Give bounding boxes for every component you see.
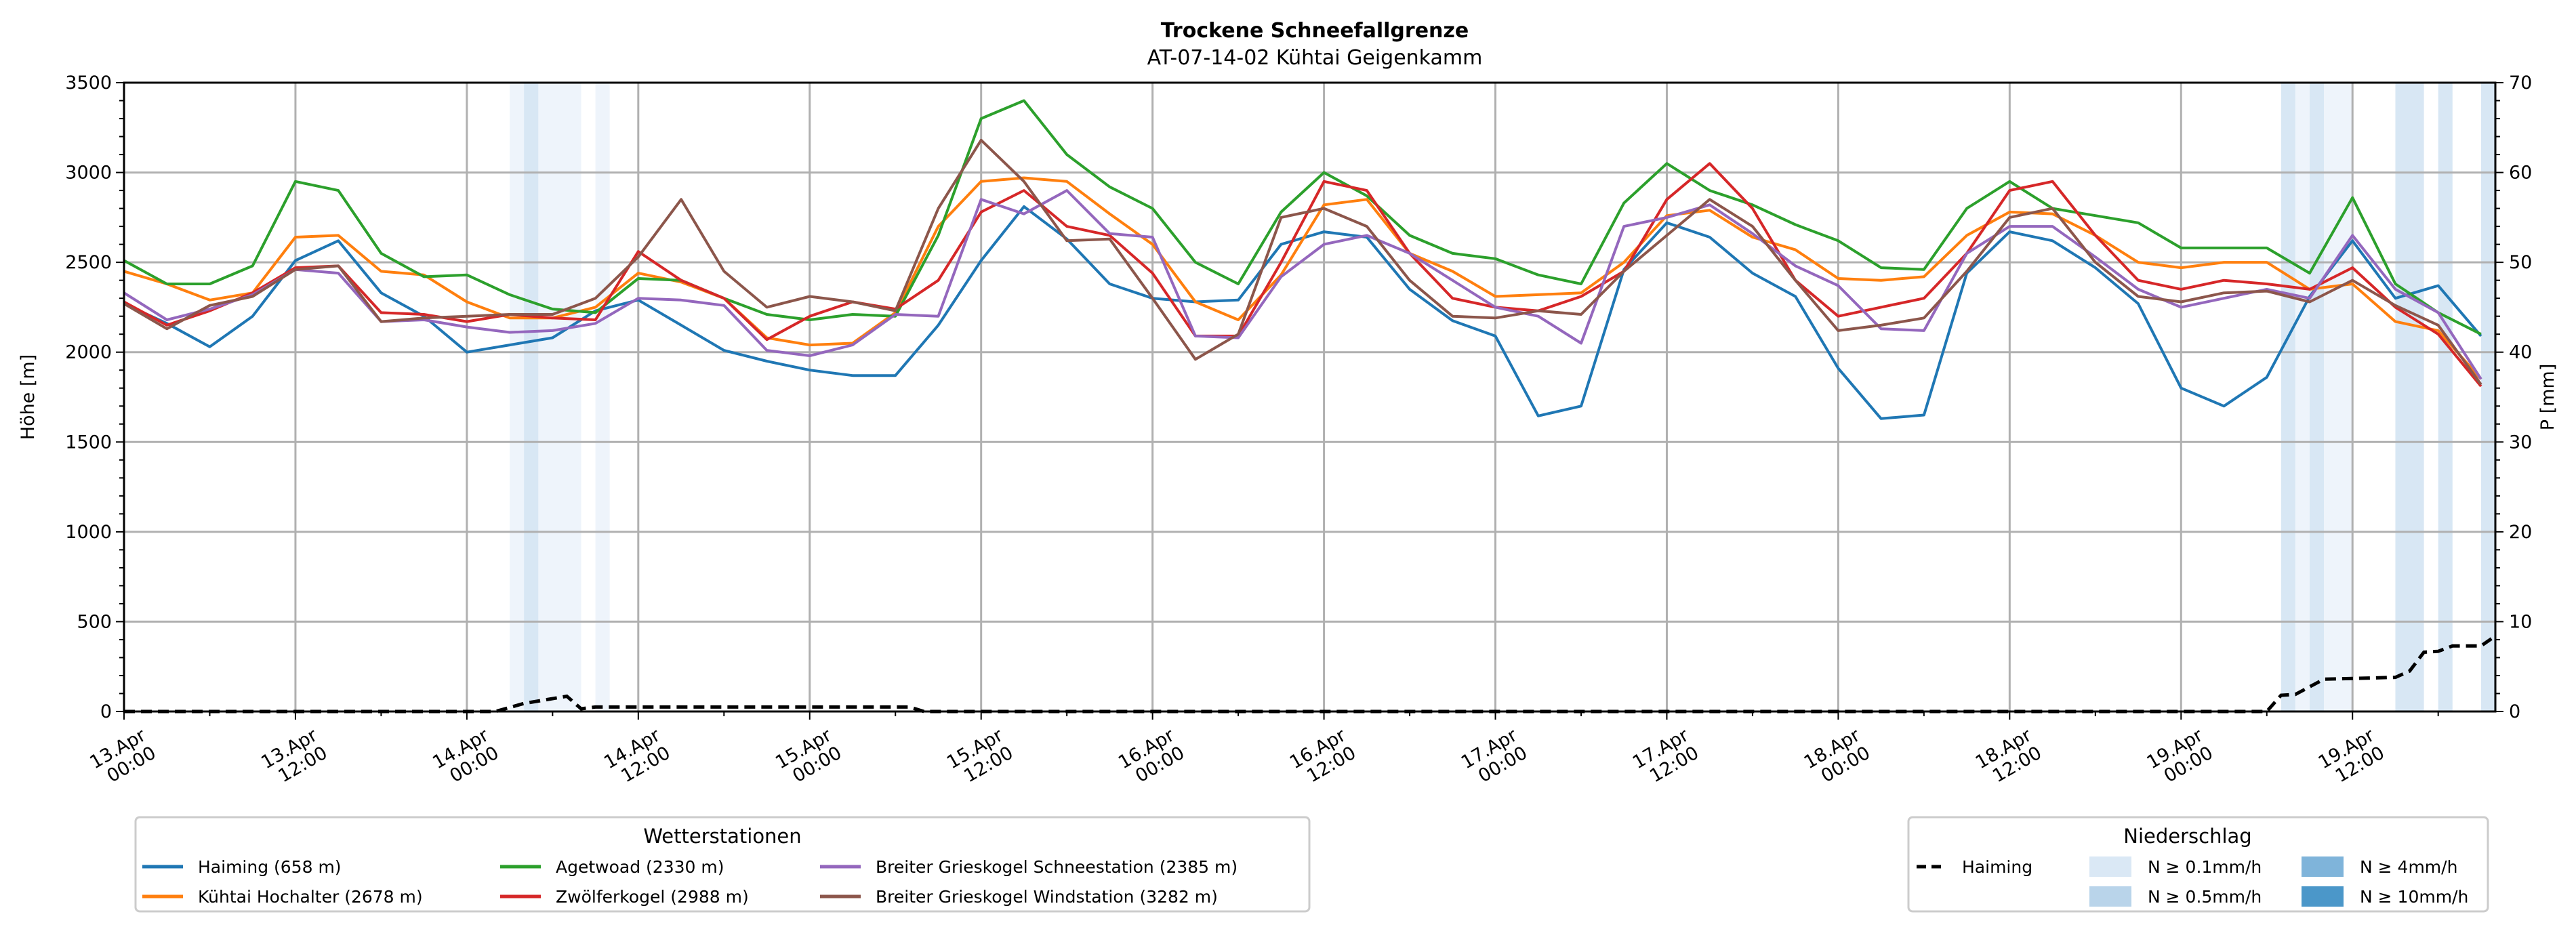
chart-title: Trockene Schneefallgrenze <box>1161 19 1469 43</box>
axes: 0 500 1000 1500 2000 2500 3000 3500 0 10 20 30 40 50 6… <box>65 73 2532 787</box>
legend-label: Breiter Grieskogel Schneestation (2385 m… <box>876 857 1238 877</box>
y2-tick-label: 60 <box>2509 163 2532 184</box>
legend-level-swatch-icon <box>2089 886 2131 907</box>
plot-frame <box>123 81 2497 713</box>
y2-tick-label: 20 <box>2509 522 2532 543</box>
series-lines <box>123 99 2497 714</box>
precip-band <box>510 83 581 711</box>
legend-label: Haiming (658 m) <box>198 857 342 877</box>
y-axis-label: Höhe [m] <box>18 354 39 440</box>
legend-label: Zwölferkogel (2988 m) <box>556 887 749 907</box>
y-tick-label: 2500 <box>65 252 112 273</box>
y2-tick-label: 50 <box>2509 252 2532 273</box>
legend-stations: Wetterstationen Haiming (658 m) Kühtai Ho… <box>134 816 1311 913</box>
precip-band <box>2438 83 2453 711</box>
precip-band <box>2395 83 2424 711</box>
precip-band <box>2309 83 2325 711</box>
legend-level-swatch-icon <box>2302 886 2344 907</box>
legend-level-label: N ≥ 10mm/h <box>2360 887 2468 907</box>
series-line-agetwoad <box>123 99 2482 335</box>
legend-level-label: N ≥ 0.1mm/h <box>2148 857 2262 877</box>
y-tick-label: 1500 <box>65 432 112 453</box>
legend-level-swatch-icon <box>2302 856 2344 877</box>
precip-band <box>2480 83 2495 711</box>
y-tick-label: 500 <box>77 611 112 632</box>
y2-tick-label: 30 <box>2509 432 2532 453</box>
legend-precip: Niederschlag Haiming N ≥ 0.1mm/h N ≥ 0.5m… <box>1907 816 2489 913</box>
y2-tick-label: 10 <box>2509 611 2532 632</box>
series-line-breiter-grieskogel-windstation <box>123 138 2482 386</box>
y-tick-label: 1000 <box>65 522 112 543</box>
precip-band <box>595 83 610 711</box>
grid <box>123 81 2495 713</box>
legend-precip-line-label: Haiming <box>1962 857 2032 877</box>
y-tick-label: 3500 <box>65 73 112 94</box>
legend-label: Agetwoad (2330 m) <box>556 857 724 877</box>
precip-band <box>2295 83 2310 711</box>
y-tick-label: 0 <box>100 701 112 722</box>
y2-tick-label: 40 <box>2509 342 2532 363</box>
series-line-kühtai-hochalter <box>123 176 2482 380</box>
legend-precip-title: Niederschlag <box>2123 825 2251 848</box>
y2-tick-label: 0 <box>2509 701 2520 722</box>
y-tick-label: 3000 <box>65 163 112 184</box>
precip-band <box>2324 83 2353 711</box>
precip-band <box>2281 83 2295 711</box>
legend-level-swatch-icon <box>2089 856 2131 877</box>
chart-subtitle: AT-07-14-02 Kühtai Geigenkamm <box>1147 46 1483 70</box>
legend-level-label: N ≥ 4mm/h <box>2360 857 2457 877</box>
precip-line-haiming <box>124 634 2497 714</box>
legend-label: Kühtai Hochalter (2678 m) <box>198 887 423 907</box>
precip-band <box>524 83 539 711</box>
legend-stations-title: Wetterstationen <box>643 825 801 848</box>
y2-axis-label: P [mm] <box>2537 364 2558 431</box>
precip-bands <box>510 83 2495 711</box>
legend-level-label: N ≥ 0.5mm/h <box>2148 887 2262 907</box>
y-tick-label: 2000 <box>65 342 112 363</box>
y2-tick-label: 70 <box>2509 73 2532 94</box>
legend-label: Breiter Grieskogel Windstation (3282 m) <box>876 887 1218 907</box>
